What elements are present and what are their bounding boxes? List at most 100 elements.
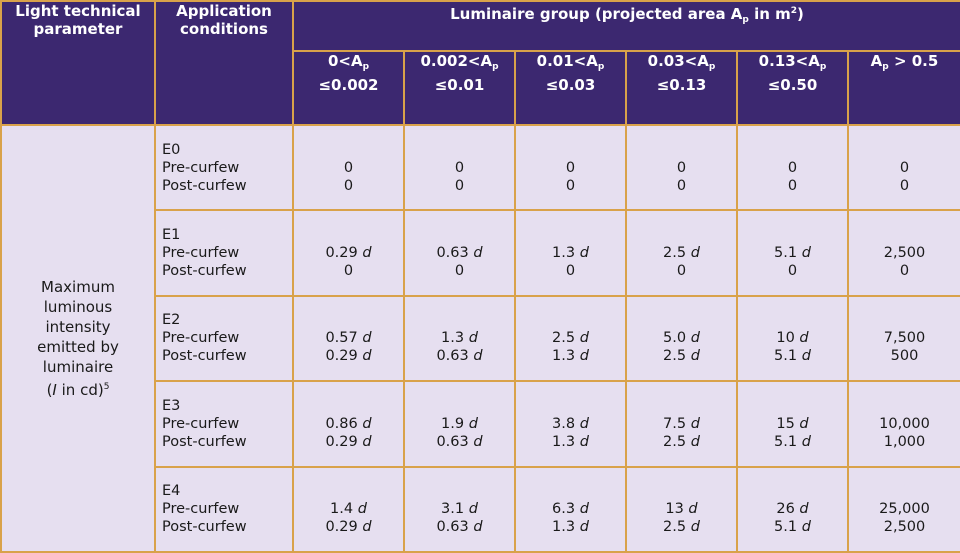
intensity-cell: 7,500 500 [846,294,960,383]
pre-curfew-label: Pre-curfew [162,330,240,347]
pre-curfew-value: 10 d [776,330,809,347]
post-curfew-label: Post-curfew [162,433,247,450]
group-title-mid: in m [748,5,791,23]
table-row: E2 Pre-curfew Post-curfew 0.57 d 0.29 d 1.3 d… [1,294,960,383]
pre-curfew-value: 1.9 d [441,415,478,432]
application-condition: E2 Pre-curfew Post-curfew [154,294,294,383]
post-curfew-value: 0 [899,263,910,280]
pre-curfew-label: Pre-curfew [162,245,240,262]
post-curfew-value: 1.3 d [552,519,589,536]
table-row: Maximum luminous intensity emitted by lu… [0,123,960,553]
pre-curfew-value: 3.1 d [441,501,478,518]
intensity-cell: 10 d 5.1 d [736,294,849,383]
post-curfew-value: 0 [899,177,910,194]
pre-curfew-value: 2.5 d [663,245,700,262]
post-curfew-value: 1,000 [883,433,926,450]
post-curfew-value: 0.63 d [436,348,483,365]
application-condition: E4 Pre-curfew Post-curfew [154,465,294,553]
group-title-sup: 2 [790,6,798,16]
parameter-label: Maximum luminous intensity emitted by lu… [0,124,156,553]
intensity-cell: 0.57 d 0.29 d [292,294,405,383]
intensity-cell: 5.0 d 2.5 d [625,294,738,383]
intensity-cell: 3.1 d 0.63 d [403,465,516,553]
pre-curfew-value: 7,500 [883,330,926,347]
pre-curfew-value: 25,000 [879,501,930,518]
intensity-cell: 15 d 5.1 d [736,380,849,468]
intensity-cell: 1.4 d 0.29 d [292,465,405,553]
pre-curfew-value: 6.3 d [552,501,589,518]
post-curfew-value: 0.63 d [436,519,483,536]
post-curfew-value: 0 [343,263,354,280]
post-curfew-value: 0 [787,177,798,194]
intensity-cell: 25,000 2,500 [846,465,960,553]
intensity-cell: 10,000 1,000 [846,380,960,468]
zone-label: E2 [162,312,181,329]
post-curfew-value: 2.5 d [663,433,700,450]
header-light-technical-parameter: Light technical parameter [0,0,156,126]
pre-curfew-value: 1.3 d [441,330,478,347]
intensity-cell: 0.86 d 0.29 d [292,380,405,468]
pre-curfew-value: 5.0 d [663,330,700,347]
pre-curfew-value: 1.3 d [552,245,589,262]
intensity-cell: 1.3 d 0.63 d [403,294,516,383]
post-curfew-value: 5.1 d [774,348,811,365]
post-curfew-value: 0 [454,177,465,194]
group-title-post: ) [797,5,804,23]
post-curfew-value: 0 [565,263,576,280]
pre-curfew-value: 0 [343,159,354,176]
post-curfew-value: 0 [787,263,798,280]
pre-curfew-label: Pre-curfew [162,159,240,176]
zone-label: E0 [162,141,181,158]
post-curfew-value: 5.1 d [774,433,811,450]
pre-curfew-value: 7.5 d [663,415,700,432]
intensity-cell: 3.8 d 1.3 d [514,380,627,468]
post-curfew-value: 2.5 d [663,348,700,365]
post-curfew-label: Post-curfew [162,519,247,536]
pre-curfew-value: 0.63 d [436,245,483,262]
pre-curfew-value: 26 d [776,501,809,518]
intensity-cell: 1.9 d 0.63 d [403,380,516,468]
intensity-cell: 2,500 0 [846,209,960,297]
column-header-5: 0.13<Ap ≤0.50 [736,50,849,126]
intensity-cell: 7.5 d 2.5 d [625,380,738,468]
post-curfew-label: Post-curfew [162,263,247,280]
intensity-cell: 2.5 d 1.3 d [514,294,627,383]
zone-label: E4 [162,483,181,500]
header-luminaire-group: Luminaire group (projected area Ap in m2… [291,0,960,52]
post-curfew-value: 5.1 d [774,519,811,536]
pre-curfew-label: Pre-curfew [162,501,240,518]
pre-curfew-value: 0 [565,159,576,176]
post-curfew-value: 0 [676,177,687,194]
post-curfew-value: 0 [343,177,354,194]
pre-curfew-value: 0 [787,159,798,176]
post-curfew-value: 0.29 d [325,433,372,450]
pre-curfew-value: 0.86 d [325,415,372,432]
pre-curfew-value: 0 [454,159,465,176]
pre-curfew-value: 10,000 [879,415,930,432]
post-curfew-value: 500 [890,348,919,365]
pre-curfew-value: 3.8 d [552,415,589,432]
post-curfew-value: 0.63 d [436,433,483,450]
application-condition: E3 Pre-curfew Post-curfew [154,380,294,468]
intensity-cell: 26 d 5.1 d [736,465,849,553]
pre-curfew-value: 0 [899,159,910,176]
column-header-1: 0<Ap ≤0.002 [292,50,405,126]
pre-curfew-value: 0.29 d [325,245,372,262]
application-condition: E0 Pre-curfew Post-curfew [154,123,294,212]
post-curfew-label: Post-curfew [162,177,247,194]
post-curfew-value: 0 [454,263,465,280]
header-row-columns: 0<Ap ≤0.002 0.002<Ap ≤0.01 0.01<Ap ≤0.03 0.… [1,50,960,126]
table-body: Maximum luminous intensity emitted by lu… [0,123,960,553]
pre-curfew-value: 0.57 d [325,330,372,347]
